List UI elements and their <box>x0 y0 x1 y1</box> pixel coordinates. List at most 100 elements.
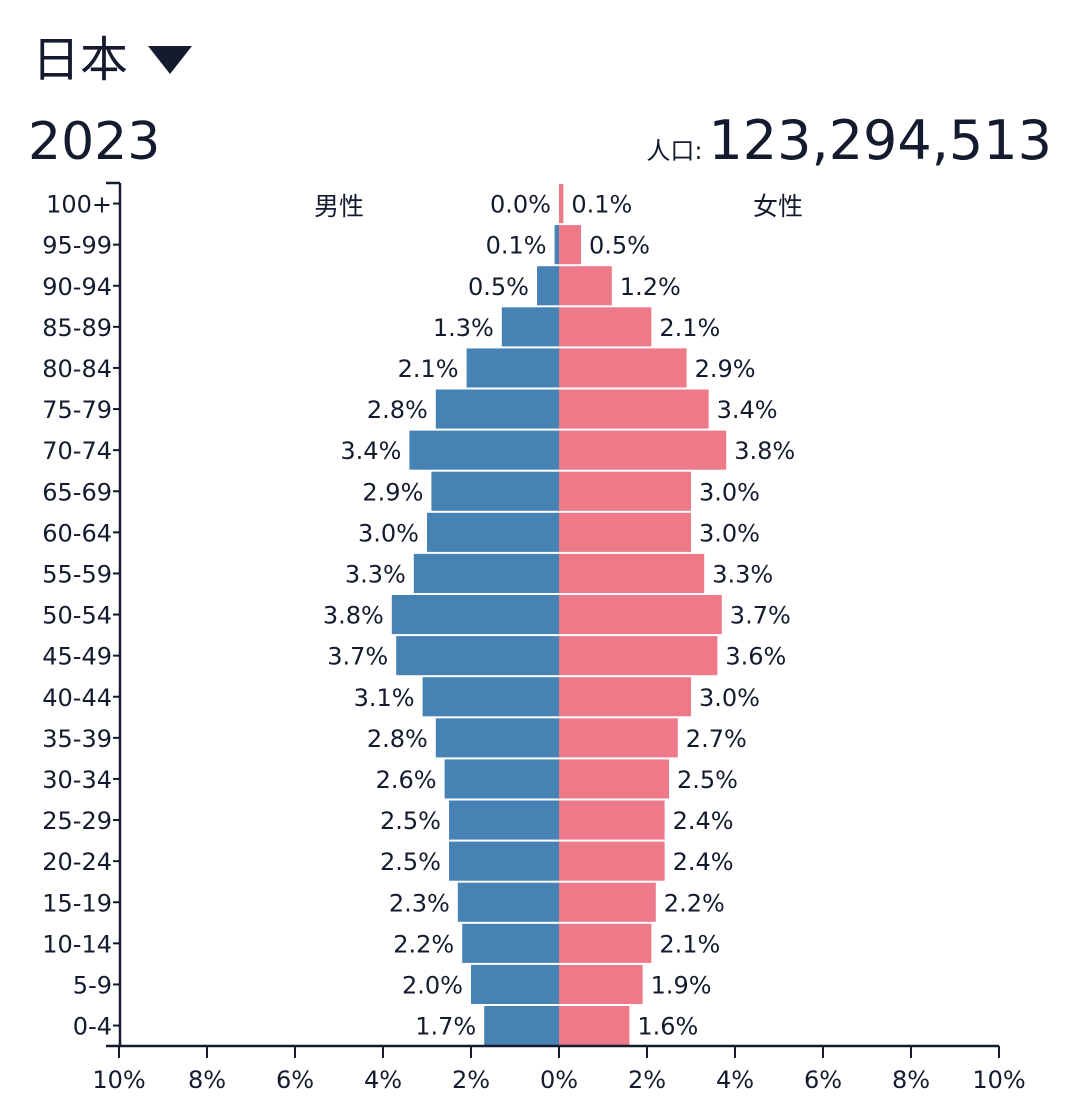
x-tick-label: 2% <box>452 1066 490 1094</box>
male-value-label: 0.1% <box>486 232 547 260</box>
x-tick-label: 0% <box>540 1066 578 1094</box>
age-group-label: 25-29 <box>42 807 112 835</box>
male-bar <box>427 512 559 552</box>
female-bar <box>559 348 687 388</box>
male-bar <box>501 307 559 347</box>
female-bar <box>559 964 643 1004</box>
triangle-down-icon[interactable] <box>148 46 193 74</box>
age-group-label: 40-44 <box>42 684 112 712</box>
male-bar <box>391 595 559 635</box>
age-group-label: 35-39 <box>42 725 112 753</box>
male-bar <box>396 636 559 676</box>
x-tick-label: 4% <box>716 1066 754 1094</box>
age-group-label: 90-94 <box>42 273 112 301</box>
male-value-label: 2.9% <box>362 478 423 506</box>
female-value-label: 0.1% <box>571 191 632 219</box>
female-value-label: 2.7% <box>686 725 747 753</box>
country-name: 日本 <box>32 32 129 88</box>
age-group-label: 65-69 <box>42 478 112 506</box>
female-value-label: 1.2% <box>620 273 681 301</box>
female-bar <box>559 430 727 470</box>
age-group-label: 0-4 <box>73 1013 112 1041</box>
female-value-label: 1.6% <box>637 1013 698 1041</box>
x-tick-label: 10% <box>972 1066 1025 1094</box>
female-value-label: 2.9% <box>695 355 756 383</box>
country-selector[interactable]: 日本 <box>32 28 193 92</box>
male-value-label: 3.3% <box>345 560 406 588</box>
male-value-label: 3.7% <box>327 643 388 671</box>
age-group-label: 50-54 <box>42 602 112 630</box>
age-group-label: 95-99 <box>42 232 112 260</box>
male-bar <box>462 923 559 963</box>
male-value-label: 2.2% <box>393 930 454 958</box>
age-group-label: 45-49 <box>42 643 112 671</box>
male-value-label: 2.5% <box>380 848 441 876</box>
age-group-label: 55-59 <box>42 560 112 588</box>
female-bar <box>559 225 581 265</box>
year-label: 2023 <box>28 112 161 172</box>
female-series-label: 女性 <box>753 192 803 221</box>
female-bar <box>559 882 656 922</box>
female-value-label: 3.3% <box>712 560 773 588</box>
male-bar <box>413 553 559 593</box>
female-bar <box>559 923 652 963</box>
age-group-label: 5-9 <box>73 971 112 999</box>
male-value-label: 0.5% <box>468 273 529 301</box>
male-value-label: 2.8% <box>367 396 428 424</box>
female-bar <box>559 512 691 552</box>
male-bar <box>457 882 559 922</box>
female-value-label: 3.0% <box>699 478 760 506</box>
male-value-label: 2.3% <box>389 889 450 917</box>
male-bar <box>422 677 559 717</box>
female-bar <box>559 636 718 676</box>
population-value: 123,294,513 <box>708 109 1052 172</box>
female-value-label: 2.5% <box>677 766 738 794</box>
male-value-label: 2.1% <box>398 355 459 383</box>
male-bar <box>449 841 559 881</box>
age-group-label: 20-24 <box>42 848 112 876</box>
x-tick-label: 6% <box>804 1066 842 1094</box>
male-value-label: 0.0% <box>490 191 551 219</box>
female-value-label: 2.1% <box>659 314 720 342</box>
male-bar <box>431 471 559 511</box>
x-tick-label: 8% <box>892 1066 930 1094</box>
male-bar <box>466 348 559 388</box>
age-group-label: 70-74 <box>42 437 112 465</box>
male-value-label: 2.6% <box>376 766 437 794</box>
male-bar <box>435 389 559 429</box>
female-value-label: 3.7% <box>730 602 791 630</box>
female-bar <box>559 553 705 593</box>
age-group-label: 15-19 <box>42 889 112 917</box>
female-bar <box>559 389 709 429</box>
male-series-label: 男性 <box>314 192 364 221</box>
male-value-label: 3.1% <box>354 684 415 712</box>
female-bar <box>559 718 678 758</box>
age-group-label: 100+ <box>46 191 112 219</box>
male-value-label: 1.7% <box>415 1013 476 1041</box>
male-bar <box>409 430 559 470</box>
male-value-label: 3.0% <box>358 519 419 547</box>
age-group-label: 85-89 <box>42 314 112 342</box>
female-value-label: 2.2% <box>664 889 725 917</box>
x-tick-label: 10% <box>92 1066 145 1094</box>
female-bar <box>559 471 691 511</box>
male-value-label: 2.0% <box>402 971 463 999</box>
female-value-label: 1.9% <box>651 971 712 999</box>
female-value-label: 3.6% <box>725 643 786 671</box>
male-bar <box>444 759 559 799</box>
x-tick-label: 4% <box>364 1066 402 1094</box>
male-bar <box>554 225 559 265</box>
male-value-label: 2.5% <box>380 807 441 835</box>
female-bar <box>559 307 652 347</box>
female-value-label: 3.0% <box>699 684 760 712</box>
female-bar <box>559 841 665 881</box>
female-bar <box>559 677 691 717</box>
age-group-label: 60-64 <box>42 519 112 547</box>
population-label: 人口: <box>646 137 703 165</box>
female-bar <box>559 800 665 840</box>
age-group-label: 10-14 <box>42 930 112 958</box>
female-value-label: 2.1% <box>659 930 720 958</box>
female-bar <box>559 595 722 635</box>
female-bar <box>559 759 669 799</box>
male-bar <box>484 1006 559 1046</box>
